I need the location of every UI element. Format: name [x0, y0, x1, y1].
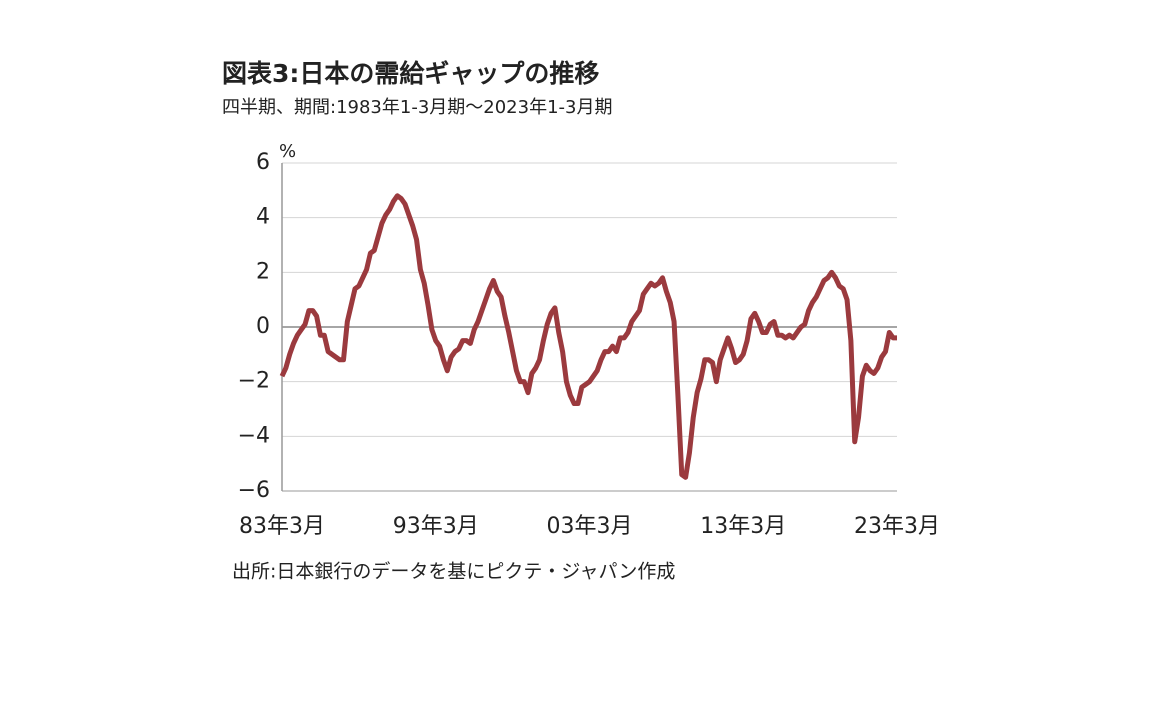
source-note: 出所:日本銀行のデータを基にピクテ・ジャパン作成 — [232, 561, 675, 583]
line-series — [279, 193, 897, 480]
y-tick-label: 6 — [256, 150, 270, 175]
y-tick-label: 0 — [256, 314, 270, 339]
y-tick-label: 4 — [256, 205, 270, 230]
y-tick-label: −2 — [238, 369, 270, 394]
y-tick-label: −4 — [238, 423, 270, 448]
x-tick-label: 13年3月 — [700, 514, 786, 539]
chart-subtitle: 四半期、期間:1983年1-3月期～2023年1-3月期 — [222, 97, 612, 118]
y-tick-label: −6 — [238, 478, 270, 503]
x-tick-label: 93年3月 — [393, 514, 479, 539]
x-tick-label: 23年3月 — [854, 514, 940, 539]
chart-title: 図表3:日本の需給ギャップの推移 — [222, 59, 599, 88]
x-tick-label: 83年3月 — [239, 514, 325, 539]
y-axis-label: % — [279, 141, 296, 162]
x-tick-label: 03年3月 — [547, 514, 633, 539]
y-tick-label: 2 — [256, 259, 270, 284]
